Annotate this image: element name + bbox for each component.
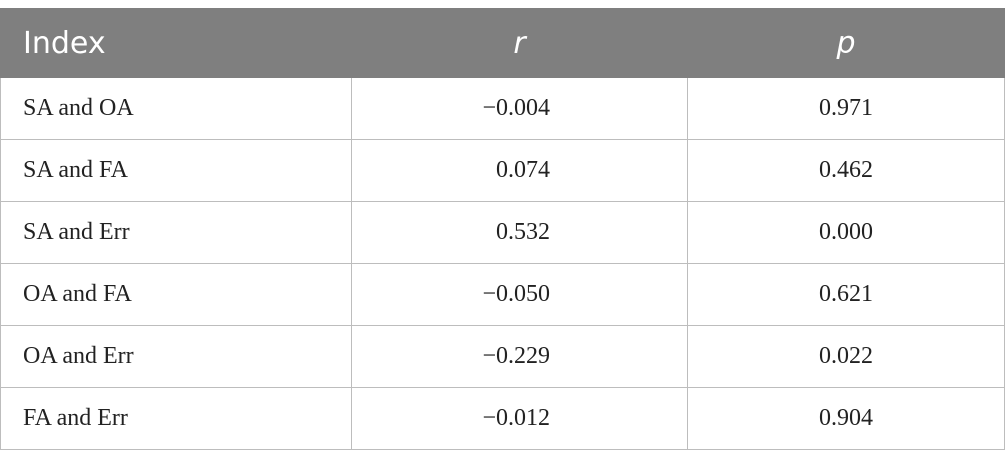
table-cell: SA and Err [0, 201, 352, 264]
table-cell: 0.462 [687, 139, 1005, 202]
table-body: SA and OA −0.004 0.971 SA and FA 0.074 0.462 S… [0, 77, 1005, 450]
table-header: Index r p [0, 8, 1005, 78]
table-cell: 0.621 [687, 263, 1005, 326]
table-cell: 0.000 [687, 201, 1005, 264]
header-cell: Index [0, 8, 352, 78]
table-cell: FA and Err [0, 387, 352, 450]
header-row: Index r p [0, 8, 1005, 78]
table-cell: 0.904 [687, 387, 1005, 450]
table-cell: SA and FA [0, 139, 352, 202]
table-row: FA and Err −0.012 0.904 [0, 387, 1005, 450]
table-cell: OA and Err [0, 325, 352, 388]
table-cell: −0.229 [351, 325, 688, 388]
table-row: SA and Err 0.532 0.000 [0, 201, 1005, 264]
table-cell: −0.012 [351, 387, 688, 450]
table-cell: SA and OA [0, 77, 352, 140]
table-cell: 0.074 [351, 139, 688, 202]
table-row: SA and FA 0.074 0.462 [0, 139, 1005, 202]
table-cell: 0.971 [687, 77, 1005, 140]
correlation-table: Index r p SA and OA −0.004 0.971 SA and FA 0… [0, 8, 1005, 450]
table-cell: OA and FA [0, 263, 352, 326]
table-cell: −0.050 [351, 263, 688, 326]
table-cell: −0.004 [351, 77, 688, 140]
header-cell: p [687, 8, 1005, 78]
header-cell: r [351, 8, 688, 78]
table-cell: 0.022 [687, 325, 1005, 388]
table-row: OA and FA −0.050 0.621 [0, 263, 1005, 326]
table-cell: 0.532 [351, 201, 688, 264]
table-row: SA and OA −0.004 0.971 [0, 77, 1005, 140]
table-row: OA and Err −0.229 0.022 [0, 325, 1005, 388]
